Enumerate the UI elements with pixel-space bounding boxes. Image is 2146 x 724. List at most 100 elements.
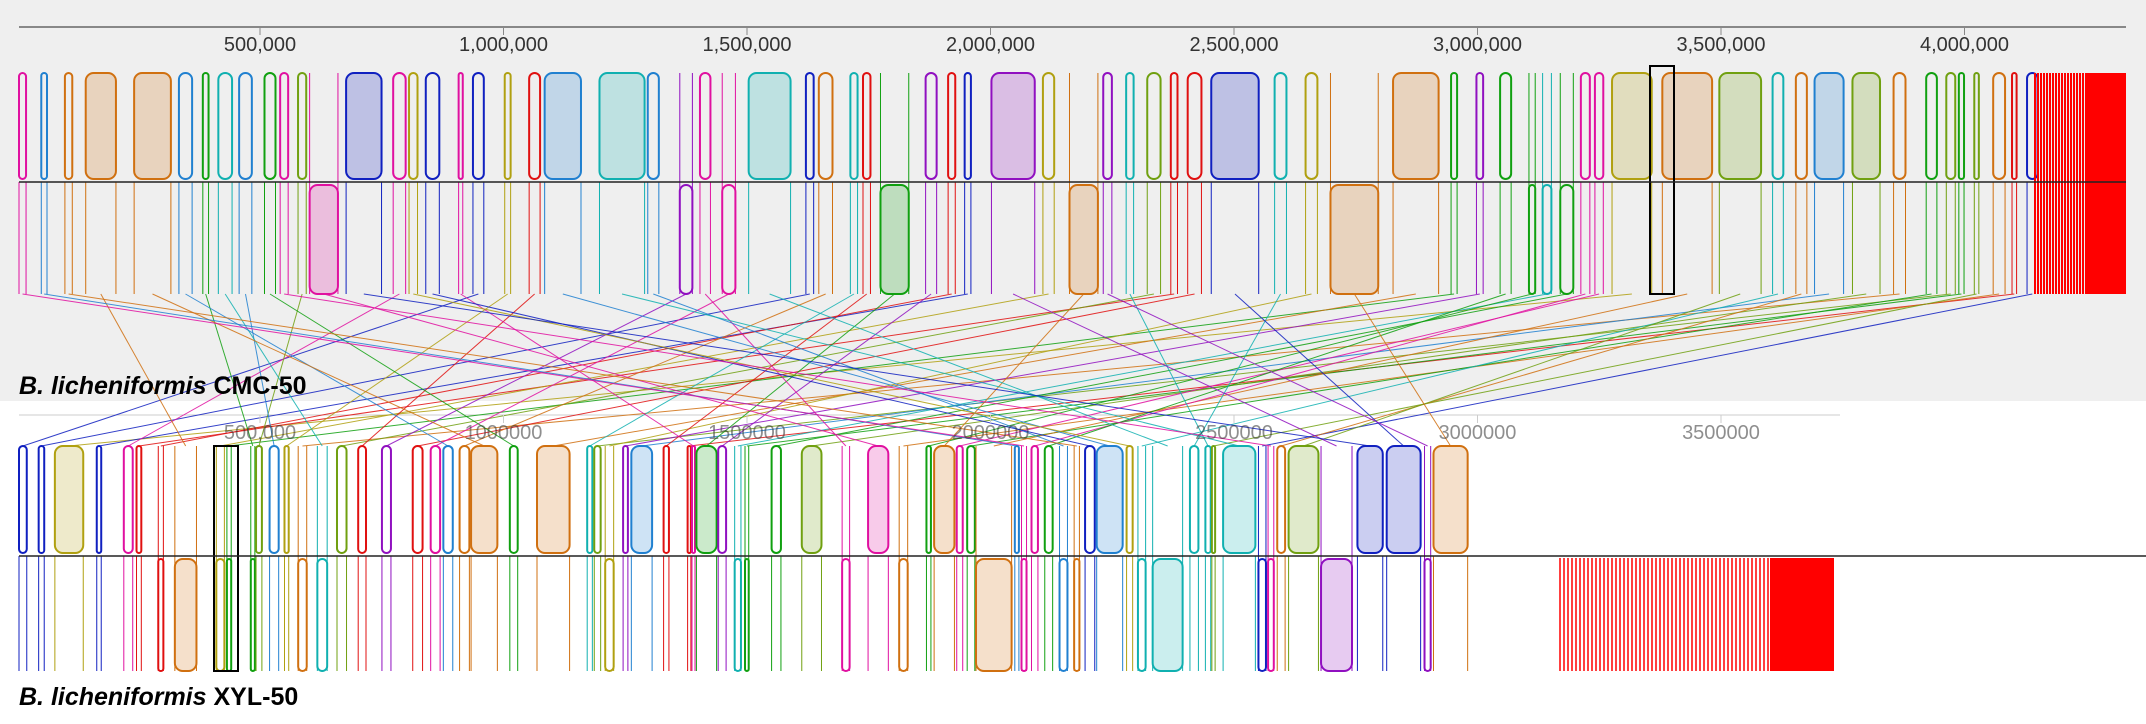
genome-label: B. licheniformis CMC-50 [19,372,307,400]
lcb-block [1146,72,1162,180]
lcb-block [1068,184,1099,295]
lcb-block [95,445,103,554]
lcb-block [345,72,383,180]
lcb-block [1125,445,1134,554]
ruler-label: 1500000 [708,422,786,444]
lcb-connector [323,293,879,447]
lcb-connector [970,293,1932,447]
lcb-block [380,445,392,554]
lcb-connector [386,293,687,447]
lcb-block [1210,445,1217,554]
lcb-block [1222,445,1257,554]
lcb-connector [609,293,1312,447]
lcb-block [1499,72,1513,180]
lcb-block [744,558,750,672]
lcb-block [717,445,728,554]
lcb-block [1611,72,1653,180]
lcb-block [263,72,277,180]
lcb-block [1945,72,1957,180]
lcb-block [867,445,890,554]
lcb-block [1210,72,1260,180]
lcb-connector [464,293,826,447]
lcb-connector [621,293,1240,447]
lcb-connector [1048,293,1506,447]
lcb-block [1287,445,1320,554]
lcb-block [1043,445,1054,554]
red-block [2085,73,2126,294]
lcb-block [1794,72,1808,180]
lcb-connector [746,293,1962,447]
ruler-label: 1,500,000 [703,34,792,56]
lcb-connector [41,293,810,447]
lcb-block [1102,72,1113,180]
lcb-block [217,72,234,180]
lcb-block [804,72,815,180]
lcb-connector [224,293,323,447]
ruler-label: 2,000,000 [946,34,1035,56]
lcb-connector [1129,293,1209,447]
lcb-block [157,558,165,672]
lcb-block [1475,72,1485,180]
lcb-block [238,72,253,180]
lcb-block [817,72,834,180]
lcb-connector [460,293,694,447]
lcb-block [528,72,542,180]
lcb-block [1423,558,1432,672]
ruler-label: 500,000 [224,422,296,444]
lcb-block [268,445,280,554]
lcb-block [586,445,594,554]
lcb-connector [653,293,1064,447]
lcb-block [990,72,1036,180]
lcb-block [18,445,28,554]
lcb-connector [943,293,1085,447]
lcb-block [458,445,471,554]
lcb-connector [1234,293,1404,447]
lcb-block [201,72,210,180]
lcb-block [1385,445,1422,554]
lcb-block [955,445,964,554]
lcb-block [691,445,697,554]
lcb-block [1432,445,1469,554]
lcb-connector [1141,293,1779,447]
lcb-block [283,445,290,554]
lcb-connector [244,293,275,447]
lcb-block [1813,72,1845,180]
lcb-block [1329,184,1380,295]
lcb-connector [284,293,1272,447]
lcb-connector [205,293,254,447]
lcb-block [1661,72,1714,180]
lcb-block [1304,72,1319,180]
lcb-block [604,558,615,672]
lcb-block [1356,445,1384,554]
lcb-block [924,72,938,180]
lcb-block [411,445,424,554]
lcb-block [1925,72,1938,180]
lcb-block [862,72,872,180]
ruler-label: 1000000 [465,422,543,444]
lcb-block [249,558,256,672]
lcb-block [975,558,1013,672]
lcb-block [963,72,972,180]
lcb-block [593,445,602,554]
lcb-block [470,445,499,554]
lcb-block [316,558,329,672]
lcb-block [442,445,454,554]
lcb-block [1186,72,1203,180]
lcb-block [1136,558,1147,672]
ruler-label: 3500000 [1682,422,1760,444]
lcb-block [1058,558,1069,672]
lcb-connector [1034,293,1586,447]
lcb-block [543,72,582,180]
lcb-connector [363,293,1371,447]
lcb-connector [341,293,1154,447]
lcb-block [1151,558,1184,672]
lcb-block [898,558,909,672]
lcb-block [225,558,233,672]
lcb-block [1204,445,1212,554]
lcb-block [40,72,49,180]
lcb-connector [625,293,1480,447]
lcb-connector [361,293,535,447]
species: B. licheniformis [19,683,207,711]
ruler-label: 3,500,000 [1677,34,1766,56]
